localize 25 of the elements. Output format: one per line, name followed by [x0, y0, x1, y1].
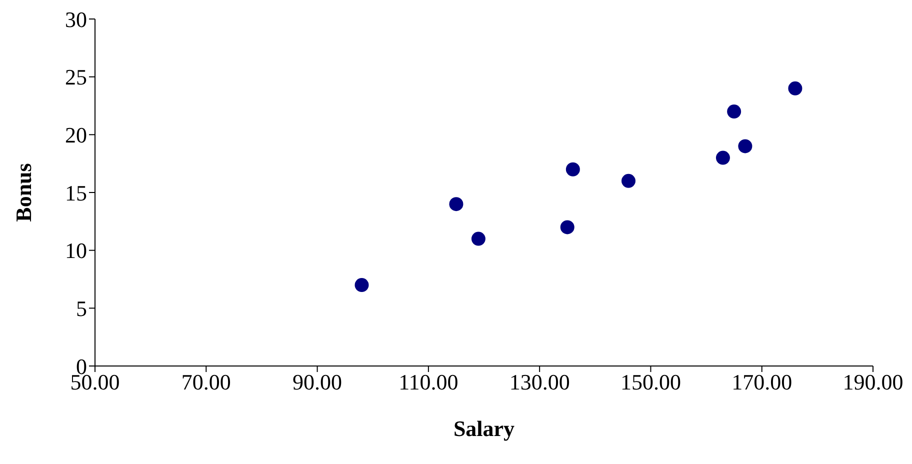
point: [471, 232, 486, 246]
x-tick-label: 190.00: [842, 370, 904, 395]
point: [738, 139, 752, 154]
y-tick-label: 15: [65, 180, 87, 206]
x-axis-title: Salary: [453, 416, 515, 441]
point: [354, 278, 369, 292]
x-tick-label: 70.00: [181, 370, 231, 395]
point: [560, 220, 574, 234]
point: [449, 197, 464, 212]
x-tick-label: 130.00: [509, 370, 570, 395]
y-tick-label: 20: [65, 122, 87, 148]
x-tick-label: 170.00: [732, 370, 792, 395]
x-tick-label: 90.00: [292, 370, 342, 395]
y-axis-title: Bonus: [10, 162, 36, 222]
y-tick-label: 10: [65, 238, 87, 264]
point: [727, 104, 742, 119]
x-tick-label: 110.00: [398, 370, 458, 395]
y-tick-label: 5: [76, 296, 87, 321]
y-tick-label: 30: [65, 6, 87, 32]
y-tick-label: 25: [65, 64, 87, 90]
point: [566, 162, 580, 176]
point: [621, 174, 636, 188]
point: [788, 81, 802, 96]
x-tick-label: 150.00: [620, 370, 681, 395]
point: [716, 150, 730, 165]
